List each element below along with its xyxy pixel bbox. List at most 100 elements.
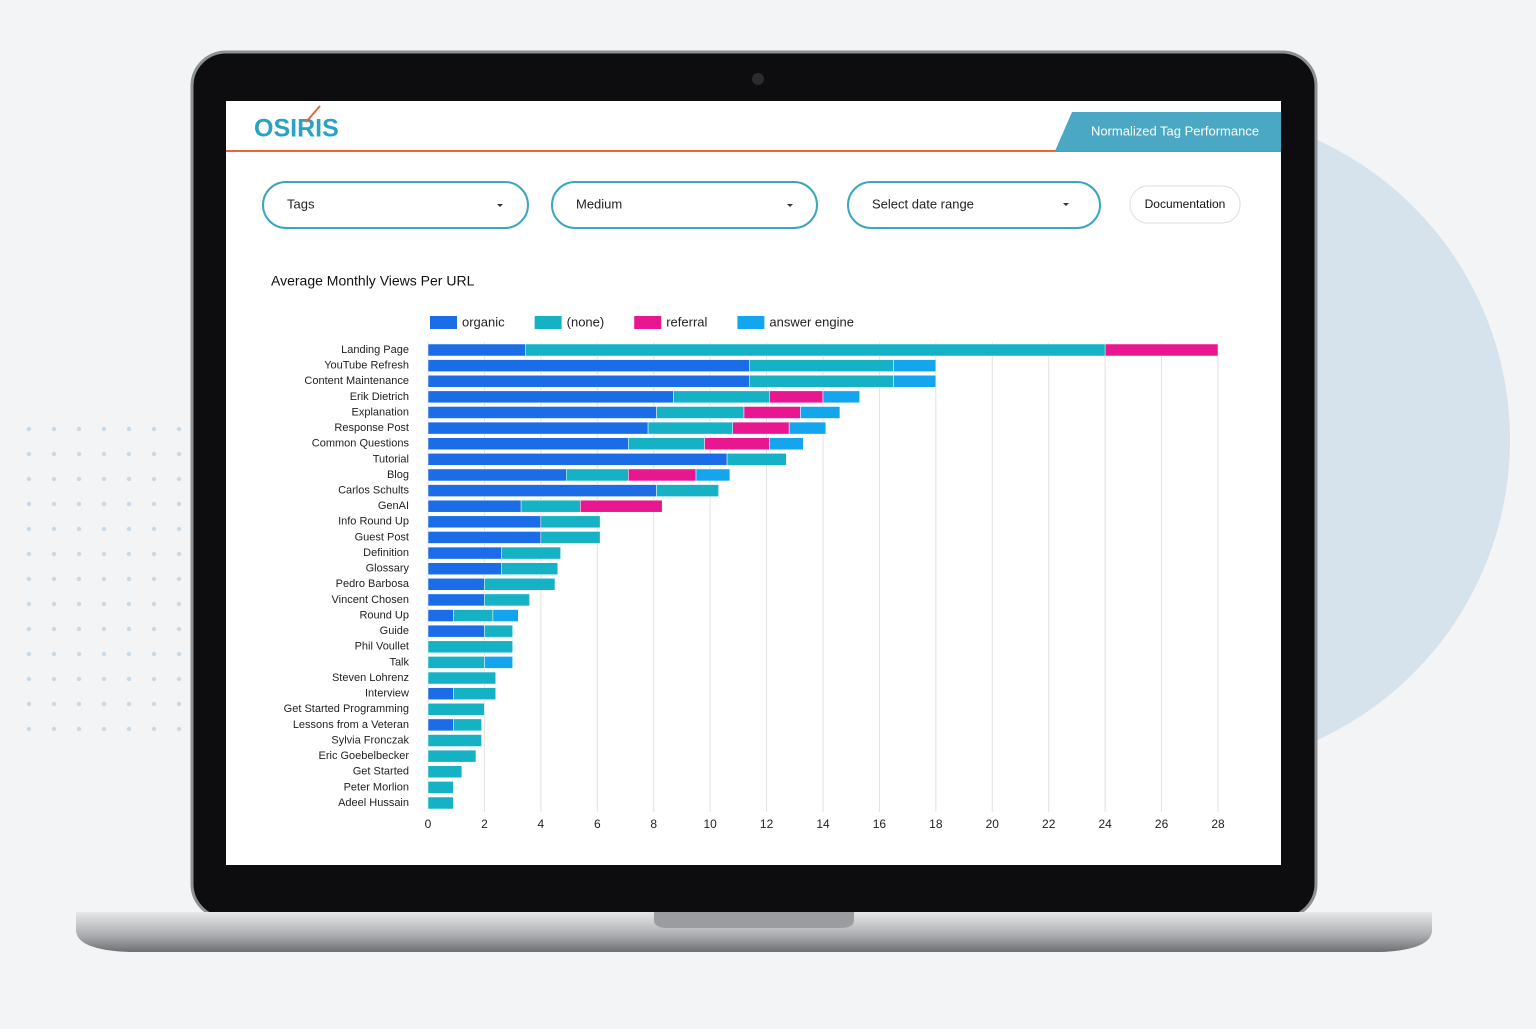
button-label[interactable]: Documentation <box>1145 197 1226 211</box>
y-tick-label: Get Started Programming <box>284 703 409 715</box>
bar-segment <box>800 406 841 419</box>
bar-segment <box>427 343 526 357</box>
bar-segment <box>427 671 496 685</box>
y-tick-label: Phil Voullet <box>355 641 409 653</box>
bar-segment <box>427 515 542 529</box>
bar-segment <box>427 546 502 560</box>
dropdown-label[interactable]: Select date range <box>872 196 974 211</box>
legend-label: organic <box>462 314 505 329</box>
dropdown-box[interactable] <box>262 181 529 229</box>
x-tick-label: 10 <box>703 817 717 831</box>
bar-segment <box>427 703 485 716</box>
camera <box>752 73 764 85</box>
bar-segment <box>427 499 522 513</box>
y-tick-label: Lessons from a Veteran <box>293 719 409 731</box>
bar-segment <box>580 499 663 513</box>
bar-segment <box>695 468 731 482</box>
logo: OSIRIS <box>254 115 339 143</box>
x-tick-label: 22 <box>1042 817 1056 831</box>
bar-segment <box>520 499 581 513</box>
dropdown-label[interactable]: Tags <box>287 196 315 211</box>
laptop-notch <box>654 912 854 928</box>
y-tick-label: GenAI <box>378 500 409 512</box>
bar-segment <box>525 343 1106 357</box>
bar-segment <box>628 437 705 450</box>
y-tick-label: Content Maintenance <box>304 375 409 387</box>
bar-segment <box>704 437 770 450</box>
dropdown-caret[interactable] <box>497 204 503 207</box>
bar-segment <box>656 484 719 497</box>
filter-tags[interactable]: Tags <box>262 181 529 229</box>
x-tick-label: 16 <box>873 817 887 831</box>
bar-segment <box>749 359 894 372</box>
dropdown-box[interactable] <box>551 181 818 229</box>
bar-segment <box>427 484 657 497</box>
bar-segment <box>427 718 454 732</box>
bar-segment <box>427 624 485 638</box>
bar-segment <box>501 562 559 575</box>
bar-segment <box>893 374 937 388</box>
bar-segment <box>769 390 824 404</box>
y-tick-label: Guide <box>380 625 409 637</box>
x-tick-label: 8 <box>650 817 657 831</box>
x-tick-label: 18 <box>929 817 943 831</box>
bar-segment <box>822 390 860 404</box>
x-tick-label: 14 <box>816 817 830 831</box>
decor-dots <box>12 420 192 740</box>
documentation-button[interactable]: Documentation <box>1129 185 1241 224</box>
y-tick-label: Common Questions <box>312 438 410 450</box>
bar-segment <box>427 734 482 747</box>
bar-segment <box>427 765 463 779</box>
bar-segment <box>453 687 496 700</box>
bar-segment <box>628 468 697 482</box>
filter-date[interactable]: Select date range <box>847 181 1101 229</box>
y-tick-label: Landing Page <box>341 344 409 356</box>
bar-segment <box>1104 343 1219 357</box>
button-box[interactable] <box>1129 185 1241 224</box>
legend-swatch <box>534 316 562 329</box>
dropdown-caret[interactable] <box>1063 203 1069 206</box>
bar-segment <box>427 687 454 700</box>
dropdown-label[interactable]: Medium <box>576 196 622 211</box>
filter-medium[interactable]: Medium <box>551 181 818 229</box>
dropdown-box[interactable] <box>847 181 1101 229</box>
y-tick-label: Peter Morlion <box>344 781 409 793</box>
x-tick-label: 24 <box>1098 817 1112 831</box>
bar-segment <box>427 437 629 450</box>
bar-segment <box>427 359 750 372</box>
bar-segment <box>647 421 733 435</box>
header-tab <box>1055 112 1281 151</box>
y-tick-label: Glossary <box>366 563 410 575</box>
bar-segment <box>427 656 485 669</box>
bar-segment <box>427 374 750 388</box>
y-tick-label: Adeel Hussain <box>338 797 409 809</box>
y-tick-label: Info Round Up <box>338 516 409 528</box>
y-tick-label: Carlos Schults <box>338 484 409 496</box>
y-tick-label: Eric Goebelbecker <box>319 750 410 762</box>
bar-segment <box>893 359 937 372</box>
y-tick-label: Steven Lohrenz <box>332 672 409 684</box>
bar-segment <box>501 546 561 560</box>
laptop-base <box>76 912 1432 952</box>
dropdown-caret[interactable] <box>787 204 793 207</box>
bar-segment <box>427 593 485 607</box>
bar-segment <box>743 406 801 419</box>
y-tick-label: Explanation <box>352 406 410 418</box>
bar-segment <box>453 609 494 622</box>
bar-segment <box>484 593 530 607</box>
bar-segment <box>427 640 513 654</box>
bar-segment <box>427 796 454 810</box>
x-tick-label: 26 <box>1155 817 1169 831</box>
x-tick-label: 4 <box>538 817 545 831</box>
bar-segment <box>427 453 728 466</box>
bar-segment <box>656 406 745 419</box>
legend-label: answer engine <box>769 314 854 329</box>
y-tick-label: Definition <box>363 547 409 559</box>
bar-segment <box>427 749 477 763</box>
legend-swatch <box>430 316 457 329</box>
x-tick-label: 6 <box>594 817 601 831</box>
y-tick-label: Vincent Chosen <box>332 594 409 606</box>
